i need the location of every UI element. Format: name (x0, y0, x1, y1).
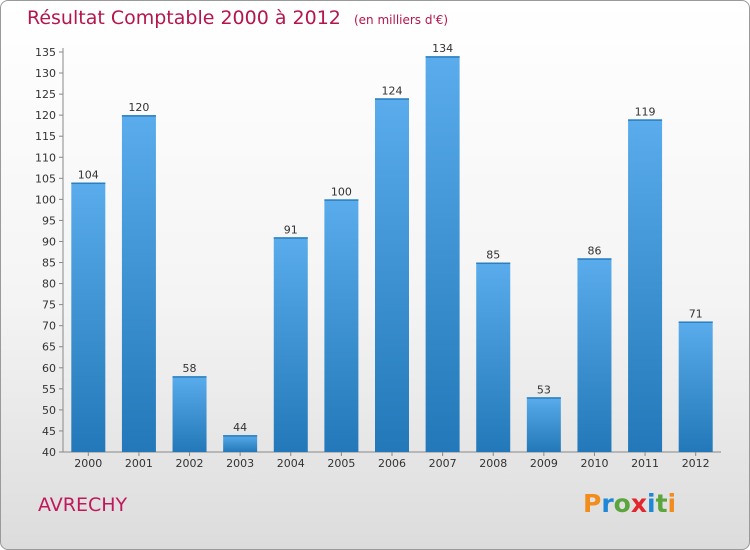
data-label: 85 (486, 249, 500, 262)
y-tick-label: 125 (35, 88, 56, 101)
bar-top-edge (71, 182, 106, 185)
y-tick-label: 100 (35, 193, 56, 206)
y-tick-label: 60 (42, 362, 56, 375)
bar-top-edge (425, 56, 460, 58)
x-tick-label: 2007 (429, 457, 457, 470)
bar-top-edge (628, 119, 663, 121)
y-tick-label: 135 (35, 46, 56, 59)
y-tick-label: 65 (42, 341, 56, 354)
x-tick-label: 2005 (327, 457, 355, 470)
x-tick-label: 2004 (277, 457, 305, 470)
chart-title: Résultat Comptable 2000 à 2012 (27, 7, 341, 29)
y-tick-label: 55 (42, 383, 56, 396)
logo-letter: i (667, 489, 677, 518)
bar (273, 237, 308, 452)
y-tick-label: 40 (42, 446, 56, 459)
y-tick-label: 50 (42, 404, 56, 417)
y-tick-label: 75 (42, 299, 56, 312)
logo-letter: P (583, 489, 602, 518)
logo-letter: t (655, 489, 668, 518)
logo-letter: r (601, 489, 614, 518)
y-tick-label: 70 (42, 320, 56, 333)
data-label: 86 (587, 244, 601, 257)
bar (526, 397, 561, 452)
bar (71, 182, 106, 453)
x-tick-label: 2009 (530, 457, 558, 470)
data-label: 91 (284, 223, 298, 236)
y-tick-label: 90 (42, 235, 56, 248)
data-label: 100 (331, 185, 352, 198)
proxiti-logo: Proxiti (583, 489, 676, 518)
chart-unit-label: (en milliers d'€) (353, 13, 449, 27)
x-tick-label: 2010 (580, 457, 608, 470)
bar-top-edge (324, 199, 359, 201)
x-tick-label: 2000 (74, 457, 102, 470)
bar (375, 98, 409, 452)
bar-top-edge (121, 115, 156, 117)
logo-letter: i (647, 489, 656, 518)
y-tick-label: 115 (35, 130, 56, 143)
bar (476, 262, 511, 452)
x-tick-label: 2012 (682, 457, 710, 470)
chart-title-block: Résultat Comptable 2000 à 2012 (en milli… (27, 7, 448, 29)
logo-letter: x (630, 489, 647, 518)
x-tick-label: 2011 (631, 457, 659, 470)
x-tick-label: 2003 (226, 457, 254, 470)
data-label: 124 (382, 84, 403, 97)
x-tick-label: 2002 (176, 457, 204, 470)
data-label: 53 (537, 383, 551, 396)
bar-top-edge (172, 376, 207, 378)
y-tick-label: 45 (42, 425, 56, 438)
x-tick-label: 2006 (378, 457, 406, 470)
data-label: 120 (128, 101, 149, 114)
y-tick-label: 95 (42, 214, 56, 227)
bar-top-edge (577, 258, 612, 260)
bar-top-edge (526, 397, 561, 399)
y-tick-label: 130 (35, 67, 56, 80)
y-tick-label: 120 (35, 109, 56, 122)
y-tick-label: 85 (42, 257, 56, 270)
logo-letter: o (613, 489, 631, 518)
bar (425, 56, 460, 453)
y-tick-label: 80 (42, 278, 56, 291)
bar-top-edge (223, 435, 258, 437)
bar-top-edge (273, 237, 308, 239)
data-label: 71 (689, 307, 703, 320)
data-label: 104 (78, 169, 99, 182)
bar (577, 258, 612, 452)
town-name: AVRECHY (38, 494, 128, 516)
data-label: 119 (635, 105, 656, 118)
bar (628, 119, 663, 453)
data-label: 134 (432, 42, 453, 55)
data-label: 44 (233, 421, 247, 434)
x-tick-label: 2001 (125, 457, 153, 470)
bar (678, 321, 713, 452)
bar (223, 435, 258, 452)
y-tick-label: 105 (35, 172, 56, 185)
x-tick-label: 2008 (479, 457, 507, 470)
bar-top-edge (678, 321, 713, 323)
bar (324, 199, 359, 452)
y-tick-label: 110 (35, 151, 56, 164)
bar (121, 115, 156, 452)
data-label: 58 (183, 362, 197, 375)
bar (172, 376, 207, 452)
bar-top-edge (375, 98, 409, 100)
bar-top-edge (476, 262, 511, 265)
